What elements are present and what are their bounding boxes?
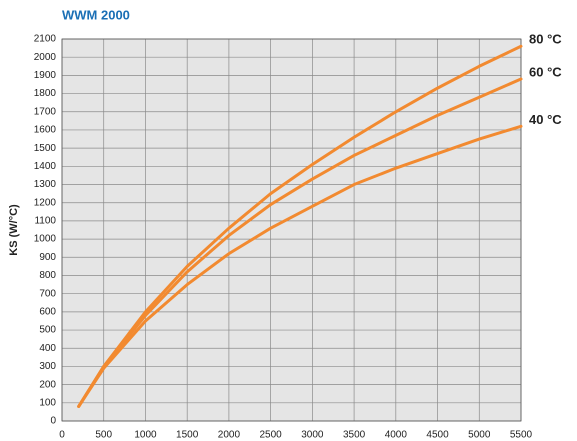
line [77, 124, 523, 408]
series-label: 80 °C [529, 32, 562, 47]
x-tick-label: 1000 [134, 430, 157, 441]
y-tick-label: 0 [50, 416, 56, 427]
y-tick-label: 1600 [34, 125, 57, 136]
series-label: 60 °C [529, 64, 562, 79]
y-tick-label: 1100 [34, 216, 56, 227]
x-tick-label: 5500 [510, 430, 533, 441]
x-tick-label: 3500 [343, 430, 366, 441]
y-tick-label: 1000 [34, 234, 57, 245]
x-tick-label: 4000 [385, 430, 408, 441]
y-tick-label: 800 [39, 270, 56, 281]
y-tick-label: 200 [39, 379, 56, 390]
y-tick-label: 400 [39, 343, 56, 354]
y-axis-label: KS (W/°C) [8, 204, 20, 256]
y-tick-label: 500 [39, 325, 56, 336]
y-tick-label: 700 [39, 288, 56, 299]
y-tick-label: 600 [39, 306, 56, 317]
plot-area [62, 39, 521, 421]
x-tick-label: 2500 [260, 430, 283, 441]
y-tick-label: 300 [39, 361, 56, 372]
y-tick-label: 1400 [34, 161, 57, 172]
x-tick-label: 500 [95, 430, 112, 441]
line [77, 77, 523, 408]
x-tick-label: 5000 [468, 430, 491, 441]
series-label: 40 °C [529, 112, 562, 127]
x-tick-label: 4500 [426, 430, 449, 441]
y-tick-label: 1300 [34, 179, 57, 190]
y-tick-label: 900 [39, 252, 56, 263]
line [77, 44, 523, 408]
x-tick-label: 0 [59, 430, 65, 441]
y-tick-label: 1800 [34, 88, 57, 99]
y-tick-label: 2000 [34, 52, 57, 63]
x-tick-label: 2000 [218, 430, 241, 441]
y-tick-label: 1200 [34, 197, 57, 208]
x-tick-label: 1500 [176, 430, 199, 441]
chart-title: WWM 2000 [62, 7, 130, 22]
y-tick-label: 1900 [34, 70, 57, 81]
x-tick-label: 3000 [301, 430, 324, 441]
plot-frame [61, 38, 522, 422]
y-tick-label: 100 [39, 397, 56, 408]
y-tick-label: 1500 [34, 143, 57, 154]
y-tick-label: 1700 [34, 106, 57, 117]
y-tick-label: 2100 [34, 34, 57, 45]
